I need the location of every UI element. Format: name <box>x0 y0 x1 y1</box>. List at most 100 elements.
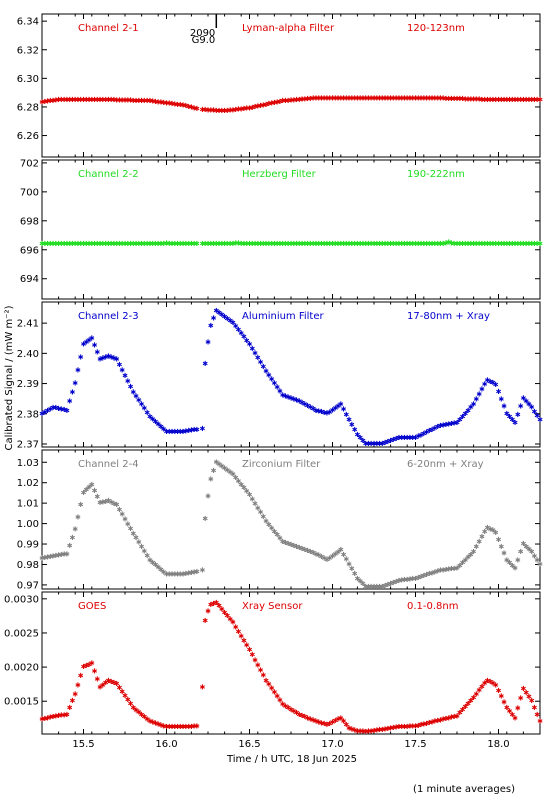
data-point: ✱ <box>457 95 463 103</box>
data-point: ✱ <box>67 96 73 104</box>
data-point: ✱ <box>155 98 161 106</box>
data-point: ✱ <box>238 330 244 338</box>
data-point: ✱ <box>415 240 421 248</box>
data-point: ✱ <box>310 240 316 248</box>
data-point: ✱ <box>211 240 217 248</box>
y-tick-label: 6.34 <box>17 17 39 28</box>
data-point: ✱ <box>130 97 136 105</box>
data-point: ✱ <box>188 569 194 577</box>
data-point: ✱ <box>498 240 504 248</box>
data-point: ✱ <box>529 404 535 412</box>
y-tick-label: 698 <box>20 216 39 227</box>
data-point: ✱ <box>529 240 535 248</box>
data-point: ✱ <box>230 106 236 114</box>
data-point: ✱ <box>114 355 120 363</box>
data-point: ✱ <box>424 429 430 437</box>
data-point: ✱ <box>487 678 493 686</box>
data-point: ✱ <box>537 240 543 248</box>
data-point: ✱ <box>532 552 538 560</box>
data-point: ✱ <box>122 372 128 380</box>
data-point: ✱ <box>520 395 526 403</box>
data-point: ✱ <box>252 349 258 357</box>
data-point: ✱ <box>188 240 194 248</box>
data-point: ✱ <box>56 712 62 720</box>
data-point: ✱ <box>152 720 158 728</box>
data-point: ✱ <box>288 541 294 549</box>
data-point: ✱ <box>368 727 374 735</box>
data-point: ✱ <box>78 96 84 104</box>
panel-channel-name: Channel 2-2 <box>78 169 139 180</box>
data-point: ✱ <box>338 401 344 409</box>
data-point: ✱ <box>468 551 474 559</box>
data-point: ✱ <box>147 97 153 105</box>
data-point: ✱ <box>141 405 147 413</box>
panel-band-range: 190-222nm <box>407 169 465 180</box>
data-point: ✱ <box>504 96 510 104</box>
data-point: ✱ <box>429 569 435 577</box>
data-point: ✱ <box>269 685 275 693</box>
data-point: ✱ <box>216 460 222 468</box>
data-point: ✱ <box>357 94 363 102</box>
panel-filter-name: Zirconium Filter <box>242 459 321 470</box>
data-point: ✱ <box>526 96 532 104</box>
data-point: ✱ <box>349 94 355 102</box>
data-point: ✱ <box>238 632 244 640</box>
data-point: ✱ <box>266 681 272 689</box>
data-point: ✱ <box>321 720 327 728</box>
data-point: ✱ <box>399 94 405 102</box>
data-point: ✱ <box>139 711 145 719</box>
data-point: ✱ <box>407 240 413 248</box>
data-series: ✱✱✱✱✱✱✱✱✱✱✱✱✱✱✱✱✱✱✱✱✱✱✱✱✱✱✱✱✱✱✱✱✱✱✱✱✱✱✱✱… <box>39 307 543 448</box>
data-point: ✱ <box>205 338 211 346</box>
data-point: ✱ <box>200 567 206 575</box>
data-point: ✱ <box>169 428 175 436</box>
data-point: ✱ <box>473 240 479 248</box>
data-point: ✱ <box>252 500 258 508</box>
data-point: ✱ <box>368 94 374 102</box>
data-point: ✱ <box>114 680 120 688</box>
data-point: ✱ <box>274 384 280 392</box>
data-point: ✱ <box>443 715 449 723</box>
data-point: ✱ <box>161 425 167 433</box>
data-point: ✱ <box>139 401 145 409</box>
data-point: ✱ <box>526 240 532 248</box>
data-point: ✱ <box>302 240 308 248</box>
data-point: ✱ <box>465 554 471 562</box>
x-tick-label: 16.0 <box>155 739 177 750</box>
data-point: ✱ <box>139 543 145 551</box>
data-point: ✱ <box>393 94 399 102</box>
data-point: ✱ <box>136 97 142 105</box>
chart-panels: 6.26 6.28 6.30 6.32 6.34 Channel 2-1 Lyman-alp… <box>4 13 543 750</box>
data-point: ✱ <box>64 240 70 248</box>
data-point: ✱ <box>288 240 294 248</box>
data-point: ✱ <box>169 723 175 731</box>
data-point: ✱ <box>263 677 269 685</box>
data-point: ✱ <box>177 723 183 731</box>
data-point: ✱ <box>141 713 147 721</box>
data-point: ✱ <box>61 240 67 248</box>
data-point: ✱ <box>183 427 189 435</box>
panel-2: 694 696 698 700 702 Channel 2-2 Herzberg Filte… <box>20 158 543 300</box>
data-point: ✱ <box>330 719 336 727</box>
data-point: ✱ <box>343 556 349 564</box>
data-point: ✱ <box>64 96 70 104</box>
data-point: ✱ <box>180 240 186 248</box>
data-point: ✱ <box>172 571 178 579</box>
data-point: ✱ <box>152 240 158 248</box>
data-point: ✱ <box>482 381 488 389</box>
data-point: ✱ <box>222 609 228 617</box>
data-point: ✱ <box>158 566 164 574</box>
data-point: ✱ <box>296 96 302 104</box>
data-point: ✱ <box>324 410 330 418</box>
data-point: ✱ <box>316 94 322 102</box>
data-point: ✱ <box>177 571 183 579</box>
data-point: ✱ <box>396 434 402 442</box>
data-point: ✱ <box>440 716 446 724</box>
data-point: ✱ <box>354 431 360 439</box>
data-point: ✱ <box>202 106 208 114</box>
data-point: ✱ <box>385 725 391 733</box>
data-point: ✱ <box>526 693 532 701</box>
data-point: ✱ <box>122 240 128 248</box>
data-point: ✱ <box>390 240 396 248</box>
data-point: ✱ <box>61 96 67 104</box>
